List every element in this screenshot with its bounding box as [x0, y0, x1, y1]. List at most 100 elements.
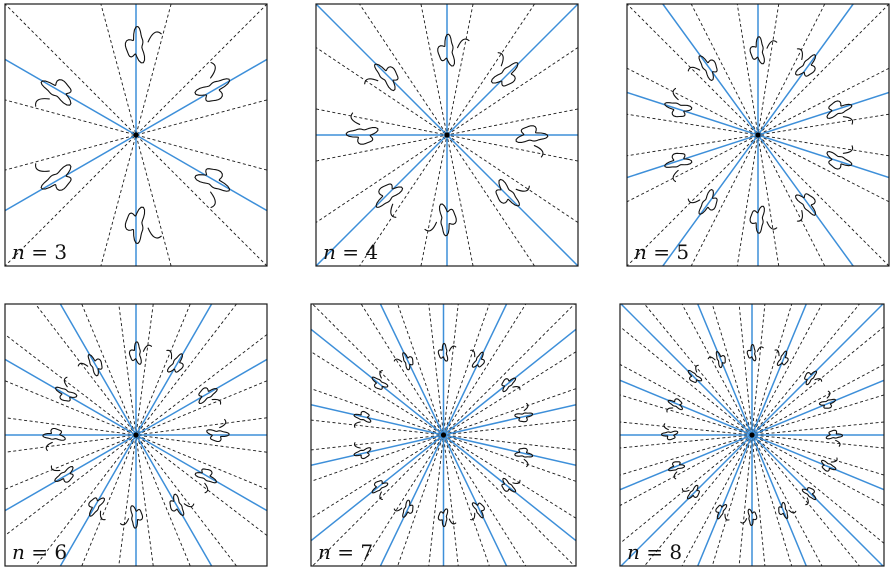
center-point — [749, 432, 755, 438]
motif-shape — [353, 410, 372, 428]
motif-shape — [778, 501, 797, 519]
panel-label: n = 7 — [318, 540, 373, 564]
label-value: 8 — [669, 540, 682, 564]
motif-shape — [820, 457, 838, 472]
motif-shape — [35, 163, 72, 191]
motif-shape — [664, 87, 693, 118]
motif-shape — [437, 33, 470, 67]
motif-shape — [353, 442, 372, 460]
motif-shape — [371, 480, 389, 501]
motif-shape — [393, 499, 414, 518]
label-equals: = — [647, 240, 676, 264]
motif-shape — [749, 205, 778, 234]
label-variable: n — [627, 540, 640, 564]
motif-shape — [375, 183, 404, 218]
motif-shape — [194, 61, 231, 102]
motif-shape — [55, 376, 78, 402]
rotation-line — [627, 4, 889, 266]
motif-shape — [687, 55, 718, 82]
label-variable: n — [634, 240, 647, 264]
motif-shape — [666, 398, 684, 413]
motif-shape — [470, 349, 485, 368]
rotation-line — [100, 4, 172, 266]
label-value: 3 — [54, 240, 67, 264]
motif-shape — [490, 52, 519, 87]
panel-label: n = 8 — [627, 540, 682, 564]
motif-shape — [206, 418, 230, 443]
motif-shape — [801, 487, 817, 506]
motif-shape — [794, 193, 817, 222]
panel-frame — [315, 3, 579, 267]
motif-shape — [393, 352, 414, 371]
panel-n7: n = 7 — [310, 303, 577, 567]
motif-shape — [825, 429, 844, 447]
motif-shape — [364, 63, 399, 92]
motif-shape — [707, 351, 726, 369]
label-equals: = — [640, 540, 669, 564]
motif-shape — [198, 387, 222, 405]
motif-shape — [774, 349, 789, 367]
center-point — [444, 132, 450, 138]
motif-shape — [681, 484, 700, 500]
motif-shape — [470, 502, 485, 521]
motif-shape — [794, 48, 817, 77]
motif-shape — [77, 354, 103, 377]
motif-shape — [514, 447, 534, 468]
center-point — [440, 432, 447, 438]
motif-shape — [668, 461, 686, 480]
motif-shape — [664, 152, 693, 183]
panel-frame — [619, 303, 885, 567]
motif-shape — [660, 423, 679, 441]
motif-shape — [128, 341, 153, 365]
motif-shape — [424, 203, 457, 237]
motif-shape — [515, 125, 549, 158]
motif-shape — [514, 402, 534, 423]
panel-frame — [4, 3, 268, 267]
motif-shape — [495, 178, 530, 207]
center-point — [133, 432, 139, 438]
motif-shape — [687, 364, 703, 383]
motif-shape — [749, 36, 778, 65]
motif-shape — [826, 145, 854, 170]
label-value: 4 — [365, 240, 378, 264]
label-equals: = — [25, 240, 54, 264]
motif-shape — [345, 112, 379, 145]
motif-shape — [166, 349, 184, 373]
motif-shape — [501, 377, 521, 393]
rotation-line — [5, 99, 267, 171]
label-variable: n — [12, 540, 25, 564]
panel-n6: n = 6 — [4, 303, 268, 567]
label-variable: n — [318, 540, 331, 564]
motif-shape — [437, 342, 457, 362]
motif-shape — [88, 497, 106, 521]
panel-label: n = 6 — [12, 540, 67, 564]
motif-shape — [119, 505, 144, 529]
panel-n5: n = 5 — [626, 3, 890, 267]
rotation-line — [5, 99, 267, 171]
label-value: 7 — [360, 540, 373, 564]
motif-shape — [371, 369, 389, 390]
panel-n4: n = 4 — [315, 3, 579, 267]
rotation-line — [5, 4, 267, 266]
panel-frame — [310, 303, 577, 567]
center-point — [133, 132, 139, 138]
label-equals: = — [25, 540, 54, 564]
rotation-line — [627, 4, 889, 266]
label-value: 6 — [54, 540, 67, 564]
motif-shape — [42, 427, 66, 452]
label-value: 5 — [676, 240, 689, 264]
motif-shape — [715, 503, 730, 521]
motif-shape — [501, 477, 521, 493]
motif-shape — [194, 168, 231, 209]
motif-shape — [826, 100, 854, 125]
center-point — [755, 132, 761, 138]
motif-shape — [687, 188, 718, 215]
motif-shape — [124, 25, 162, 64]
motif-shape — [746, 343, 764, 362]
motif-shape — [169, 493, 195, 516]
motif-shape — [35, 79, 72, 107]
rotation-line — [5, 4, 267, 266]
panel-frame — [4, 303, 268, 567]
panel-label: n = 3 — [12, 240, 67, 264]
panel-n3: n = 3 — [4, 3, 268, 267]
